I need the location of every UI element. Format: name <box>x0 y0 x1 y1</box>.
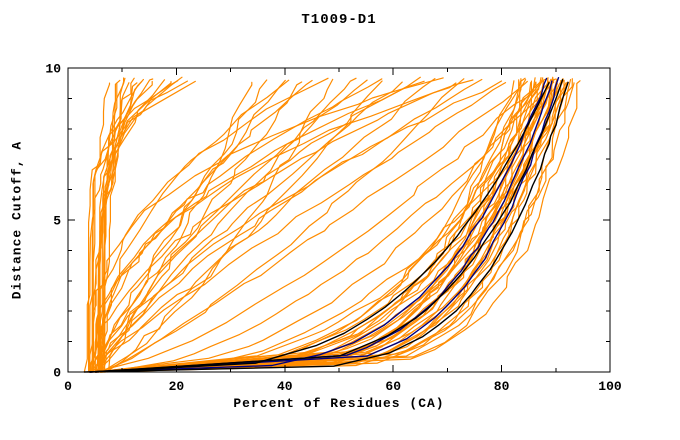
model-curve-orange <box>105 80 383 373</box>
model-curve-orange <box>94 80 550 373</box>
y-tick-label: 5 <box>53 214 61 229</box>
x-tick-label: 60 <box>385 379 401 394</box>
model-curve-orange <box>94 79 565 373</box>
model-curve-orange <box>89 82 575 373</box>
model-curve-orange <box>99 78 557 373</box>
model-curve-orange <box>94 78 573 373</box>
model-curve-orange <box>89 79 121 373</box>
model-curve-orange <box>101 80 544 373</box>
model-curve-orange <box>101 78 334 373</box>
model-curve-orange <box>91 77 436 373</box>
x-tick-label: 20 <box>169 379 185 394</box>
model-curve-orange <box>87 80 143 373</box>
model-curve-orange <box>93 77 549 373</box>
x-tick-label: 100 <box>598 379 622 394</box>
model-curve-orange <box>94 80 543 373</box>
model-curve-orange <box>99 78 465 373</box>
model-curve-orange <box>91 78 383 373</box>
model-curve-orange <box>101 79 290 373</box>
x-tick-label: 0 <box>64 379 72 394</box>
model-curve-orange <box>104 80 528 373</box>
model-curve-black <box>89 78 564 373</box>
model-curve-orange <box>101 80 153 373</box>
model-curve-orange <box>89 77 526 373</box>
model-curve-orange <box>99 79 286 373</box>
model-curve-orange <box>91 80 188 373</box>
model-curve-navy <box>88 77 548 373</box>
model-curve-orange <box>103 78 572 373</box>
model-curve-orange <box>99 80 515 373</box>
model-curve-orange <box>94 81 253 373</box>
model-curve-orange <box>91 79 268 373</box>
x-tick-label: 80 <box>494 379 510 394</box>
model-curve-orange <box>95 80 581 373</box>
model-curve-orange <box>98 78 483 373</box>
model-curve-orange <box>106 81 555 373</box>
model-curve-navy <box>88 76 560 373</box>
model-curve-black <box>83 81 569 373</box>
y-tick-label: 10 <box>45 62 61 77</box>
x-axis-label: Percent of Residues (CA) <box>233 396 445 411</box>
model-curve-orange <box>89 81 507 373</box>
model-curve-orange <box>98 81 403 373</box>
model-curve-black <box>94 81 550 373</box>
plot-title: T1009-D1 <box>301 12 377 28</box>
model-curve-orange <box>94 79 313 373</box>
x-tick-label: 40 <box>277 379 293 394</box>
model-curve-orange <box>89 82 457 373</box>
model-curve-orange <box>107 79 368 373</box>
model-curve-orange <box>89 81 303 373</box>
model-curve-orange <box>101 80 503 373</box>
y-tick-label: 0 <box>53 366 61 381</box>
model-curve-orange <box>98 76 183 373</box>
